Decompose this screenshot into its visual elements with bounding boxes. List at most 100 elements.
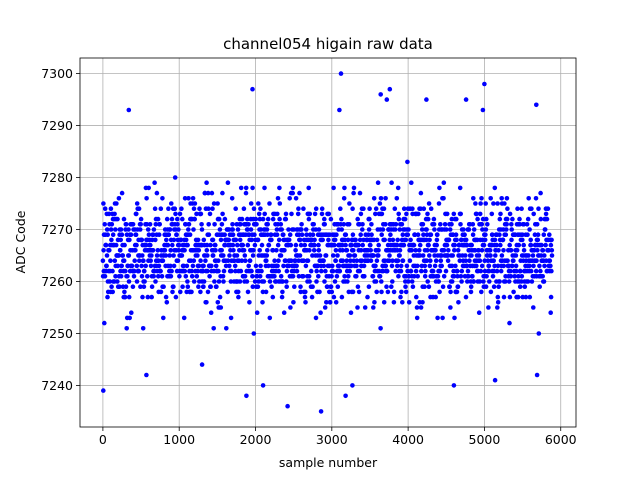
data-point: [222, 242, 228, 248]
data-point: [451, 211, 457, 217]
data-point: [344, 248, 350, 253]
data-point: [286, 263, 292, 269]
data-point: [482, 268, 488, 274]
data-point: [509, 227, 514, 232]
data-point: [433, 248, 438, 253]
data-point: [360, 242, 366, 248]
data-point: [328, 284, 334, 290]
data-point: [405, 232, 411, 237]
data-point: [122, 289, 127, 295]
data-point: [291, 227, 296, 232]
data-point: [398, 263, 404, 269]
outlier-point: [384, 97, 390, 102]
data-point: [525, 232, 530, 237]
data-point: [414, 294, 419, 300]
data-point: [157, 222, 162, 227]
x-tick-label: 1000: [163, 432, 195, 447]
data-point: [248, 227, 254, 232]
data-point: [311, 248, 317, 253]
data-point: [507, 320, 512, 326]
data-point: [245, 216, 250, 222]
data-point: [102, 274, 108, 279]
data-point: [319, 206, 325, 211]
data-point: [347, 253, 353, 258]
data-point: [221, 268, 227, 274]
data-point: [228, 315, 234, 321]
data-point: [373, 211, 378, 217]
data-point: [459, 268, 465, 274]
data-point: [432, 253, 437, 258]
data-point: [494, 268, 500, 274]
data-point: [520, 237, 525, 243]
data-point: [425, 248, 430, 253]
data-point: [178, 237, 184, 243]
data-point: [314, 268, 320, 274]
data-point: [151, 274, 156, 279]
data-point: [134, 201, 140, 206]
data-point: [289, 258, 294, 264]
data-point: [379, 289, 384, 295]
data-point: [413, 268, 419, 274]
data-point: [362, 274, 367, 279]
data-point: [217, 227, 223, 232]
data-point: [264, 253, 270, 258]
data-point: [490, 274, 496, 279]
data-point: [500, 237, 506, 243]
data-point: [501, 263, 507, 269]
data-point: [342, 237, 348, 243]
data-point: [420, 253, 426, 258]
data-point: [377, 274, 383, 279]
data-point: [450, 253, 456, 258]
data-point: [369, 232, 374, 237]
data-point: [137, 258, 142, 264]
data-point: [274, 232, 280, 237]
data-point: [227, 253, 232, 258]
data-point: [445, 258, 451, 264]
data-point: [129, 310, 134, 316]
data-point: [404, 211, 409, 217]
data-point: [324, 284, 330, 290]
data-point: [374, 258, 380, 264]
data-point: [166, 206, 171, 211]
data-point: [352, 253, 358, 258]
data-point: [185, 284, 191, 290]
data-point: [457, 185, 463, 191]
data-point: [540, 248, 546, 253]
data-point: [415, 263, 420, 269]
data-point: [313, 227, 319, 232]
data-point: [316, 227, 322, 232]
data-point: [533, 196, 539, 201]
data-point: [196, 284, 201, 290]
data-point: [449, 222, 454, 227]
data-point: [257, 274, 263, 279]
data-point: [328, 216, 334, 222]
data-point: [478, 201, 483, 206]
data-point: [302, 242, 308, 248]
data-point: [426, 201, 432, 206]
data-point: [414, 315, 420, 321]
data-point: [239, 216, 245, 222]
data-point: [177, 274, 182, 279]
data-point: [155, 216, 161, 222]
data-point: [434, 237, 440, 243]
data-point: [525, 216, 531, 222]
data-point: [173, 211, 178, 217]
data-point: [312, 242, 317, 248]
y-tick-label: 7300: [41, 66, 73, 81]
data-point: [179, 206, 184, 211]
data-point: [486, 305, 491, 310]
x-axis-title: sample number: [279, 455, 378, 470]
data-point: [156, 232, 162, 237]
data-point: [212, 222, 217, 227]
data-point: [173, 294, 179, 300]
data-point: [196, 263, 202, 269]
data-point: [508, 268, 513, 274]
data-point: [438, 258, 444, 264]
data-point: [531, 248, 537, 253]
data-point: [255, 201, 261, 206]
data-point: [519, 279, 524, 284]
data-point: [360, 222, 365, 227]
data-point: [348, 310, 354, 316]
data-point: [455, 274, 460, 279]
data-point: [221, 253, 226, 258]
